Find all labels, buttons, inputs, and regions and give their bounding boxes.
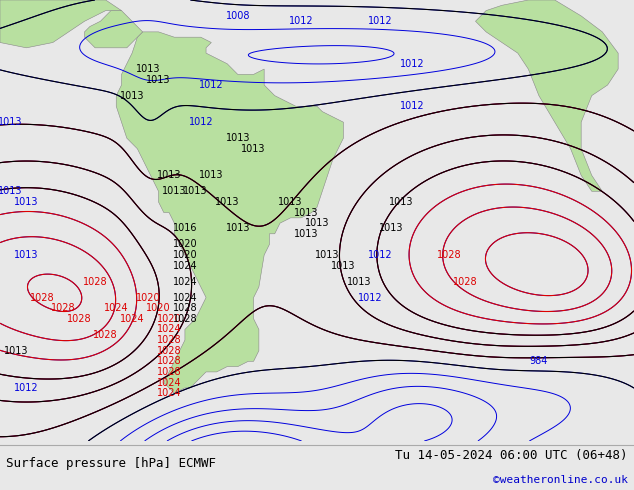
Text: 1024: 1024 — [157, 324, 181, 334]
Text: 1013: 1013 — [315, 250, 340, 260]
Text: 1013: 1013 — [226, 133, 250, 143]
Text: 1012: 1012 — [199, 80, 224, 90]
Text: 1028: 1028 — [172, 303, 197, 313]
Text: 1024: 1024 — [172, 261, 197, 270]
Text: Surface pressure [hPa] ECMWF: Surface pressure [hPa] ECMWF — [6, 457, 216, 469]
Text: 1024: 1024 — [157, 378, 181, 388]
Text: 1013: 1013 — [389, 197, 414, 207]
Polygon shape — [116, 32, 344, 393]
Text: 1020: 1020 — [136, 293, 160, 302]
Text: 1008: 1008 — [226, 11, 250, 21]
Text: 1028: 1028 — [453, 276, 477, 287]
Text: 1013: 1013 — [157, 171, 181, 180]
Text: 1020: 1020 — [157, 314, 181, 324]
Text: 1024: 1024 — [172, 276, 197, 287]
Text: 1013: 1013 — [331, 261, 356, 270]
Text: 1012: 1012 — [368, 250, 392, 260]
Text: 1013: 1013 — [0, 186, 23, 196]
Text: 1028: 1028 — [157, 367, 181, 377]
Text: 1012: 1012 — [289, 16, 313, 26]
Text: 1028: 1028 — [30, 293, 55, 302]
Text: 1012: 1012 — [358, 293, 382, 302]
Text: 1013: 1013 — [305, 218, 329, 228]
Text: 1020: 1020 — [172, 250, 197, 260]
Text: 1013: 1013 — [215, 197, 240, 207]
Text: 1013: 1013 — [136, 64, 160, 74]
Text: 1013: 1013 — [120, 91, 145, 100]
Text: 1013: 1013 — [278, 197, 303, 207]
Text: 1013: 1013 — [226, 223, 250, 233]
Text: 1028: 1028 — [83, 276, 107, 287]
Text: 1013: 1013 — [199, 171, 224, 180]
Text: ©weatheronline.co.uk: ©weatheronline.co.uk — [493, 475, 628, 485]
Text: 1013: 1013 — [294, 229, 319, 239]
Text: 1020: 1020 — [172, 240, 197, 249]
Text: 1028: 1028 — [51, 303, 75, 313]
Text: 1024: 1024 — [172, 293, 197, 302]
Text: 1028: 1028 — [172, 314, 197, 324]
Text: 1012: 1012 — [14, 383, 39, 393]
Text: 1020: 1020 — [146, 303, 171, 313]
Text: 1012: 1012 — [188, 117, 213, 127]
Text: 1024: 1024 — [104, 303, 129, 313]
Text: 1013: 1013 — [162, 186, 186, 196]
Text: 1028: 1028 — [157, 335, 181, 345]
Text: 1016: 1016 — [172, 223, 197, 233]
Polygon shape — [0, 0, 122, 48]
Text: 1013: 1013 — [378, 223, 403, 233]
Polygon shape — [476, 0, 618, 191]
Text: 1013: 1013 — [242, 144, 266, 154]
Text: 1024: 1024 — [120, 314, 145, 324]
Text: Tu 14-05-2024 06:00 UTC (06+48): Tu 14-05-2024 06:00 UTC (06+48) — [395, 449, 628, 462]
Text: 1028: 1028 — [157, 356, 181, 367]
Text: 1012: 1012 — [400, 101, 424, 111]
Text: 1012: 1012 — [400, 59, 424, 69]
Text: 1028: 1028 — [437, 250, 462, 260]
Text: 1024: 1024 — [157, 388, 181, 398]
Text: 984: 984 — [530, 356, 548, 367]
Text: 1013: 1013 — [294, 208, 319, 218]
Text: 1013: 1013 — [14, 250, 39, 260]
Text: 1013: 1013 — [4, 345, 28, 356]
Text: 1013: 1013 — [347, 276, 372, 287]
Polygon shape — [84, 11, 143, 48]
Text: 1028: 1028 — [67, 314, 91, 324]
Text: 1012: 1012 — [368, 16, 392, 26]
Text: 1013: 1013 — [0, 117, 23, 127]
Text: 1013: 1013 — [146, 74, 171, 85]
Text: 1013: 1013 — [14, 197, 39, 207]
Text: 1028: 1028 — [93, 330, 118, 340]
Text: 1028: 1028 — [157, 345, 181, 356]
Text: 1013: 1013 — [183, 186, 208, 196]
